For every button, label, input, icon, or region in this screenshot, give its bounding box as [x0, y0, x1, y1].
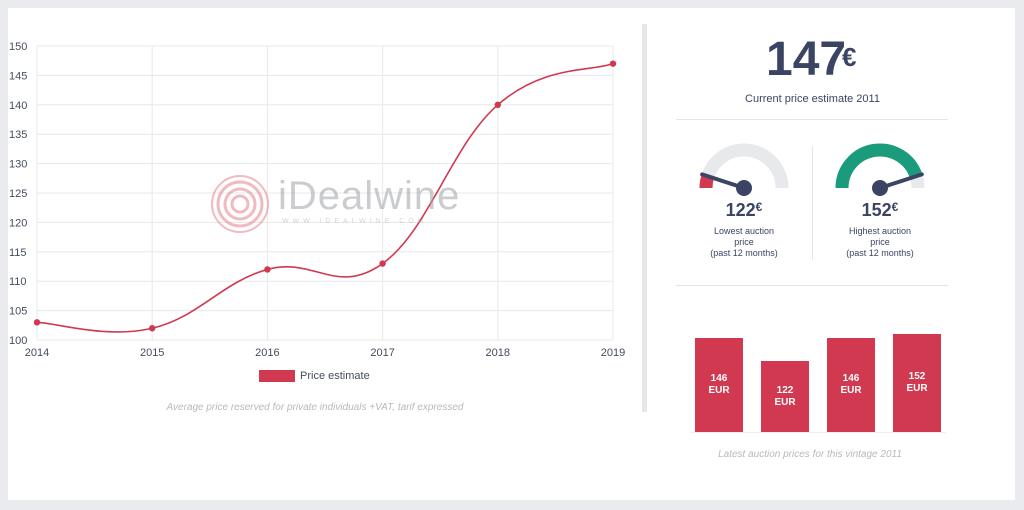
y-tick-label: 120 — [9, 217, 27, 229]
y-tick-label: 110 — [9, 276, 27, 288]
gauge-separator — [812, 146, 813, 260]
logo-url: WWW.IDEALWINE.COM — [282, 218, 428, 225]
bars-baseline — [690, 432, 946, 433]
y-tick-label: 130 — [9, 159, 27, 171]
divider-line — [676, 285, 948, 286]
y-tick-label: 105 — [9, 306, 27, 318]
legend-swatch — [259, 370, 295, 382]
auction-bar[interactable] — [827, 338, 875, 432]
y-tick-label: 115 — [9, 247, 27, 259]
y-tick-label: 150 — [9, 41, 27, 53]
highest-price-value: 152€ — [861, 200, 899, 220]
chart-series — [33, 60, 617, 333]
lowest-price-label: Lowest auction price (past 12 months) — [710, 226, 778, 258]
x-tick-label: 2014 — [25, 347, 49, 359]
gauge-fill — [835, 143, 923, 189]
x-tick-label: 2015 — [140, 347, 164, 359]
data-point — [379, 260, 386, 267]
bar-unit: EUR — [906, 383, 928, 394]
auction-bar-label: 146 EUR — [695, 373, 743, 397]
panel-divider — [642, 24, 647, 412]
bar-unit: EUR — [774, 396, 796, 408]
y-tick-label: 135 — [9, 129, 27, 141]
x-tick-label: 2016 — [255, 347, 279, 359]
auction-bar[interactable] — [761, 361, 809, 432]
bar-value: 152 — [908, 371, 926, 382]
data-point — [494, 101, 501, 109]
current-price-value: 147 — [766, 33, 847, 86]
auction-bar-label: 122 EUR — [761, 385, 809, 409]
x-tick-label: 2017 — [370, 347, 394, 359]
y-tick-label: 125 — [9, 188, 27, 200]
gauge-track — [699, 143, 789, 189]
bar-value: 146 — [710, 373, 728, 384]
lowest-price-gauge-icon — [699, 143, 789, 196]
current-price-caption: Current price estimate 2011 — [745, 93, 880, 105]
logo-wordmark: iDealwine — [278, 174, 461, 218]
auction-bar[interactable] — [893, 334, 941, 432]
y-tick-label: 100 — [9, 335, 27, 347]
y-tick-label: 140 — [9, 100, 27, 112]
gauge-hub — [736, 180, 752, 196]
highest-price-gauge-icon — [835, 143, 925, 196]
current-price-currency: € — [842, 42, 857, 72]
legend-label: Price estimate — [300, 370, 370, 382]
divider-line — [676, 119, 948, 120]
bar-unit: EUR — [708, 385, 730, 396]
highest-price-label: Highest auction price (past 12 months) — [846, 226, 914, 258]
chart-caption: Average price reserved for private indiv… — [166, 402, 464, 413]
auction-bar-label: 146 EUR — [827, 373, 875, 397]
chart-legend[interactable]: Price estimate — [259, 370, 370, 382]
bar-value: 146 — [842, 373, 860, 384]
lowest-price-value: 122€ — [725, 200, 763, 220]
spiral-logo-icon — [211, 175, 269, 233]
idealwine-watermark-logo: iDealwine WWW.IDEALWINE.COM — [210, 172, 459, 236]
data-point — [149, 325, 156, 332]
auction-bar-label: 152 EUR — [893, 371, 941, 395]
auction-bar[interactable] — [695, 338, 743, 432]
chart-grid — [36, 45, 614, 341]
y-tick-label: 145 — [9, 70, 27, 82]
data-point — [609, 60, 617, 67]
auction-caption: Latest auction prices for this vintage 2… — [718, 449, 902, 460]
bar-value: 122 — [776, 384, 794, 396]
x-tick-label: 2019 — [601, 347, 625, 359]
bar-unit: EUR — [840, 385, 862, 396]
x-tick-label: 2018 — [486, 347, 510, 359]
gauge-hub — [872, 180, 888, 196]
chart-axes: 100 105 110 115 120 125 130 135 140 145 150 2014 201… — [9, 41, 625, 359]
data-point — [264, 266, 271, 273]
data-point — [33, 319, 41, 326]
